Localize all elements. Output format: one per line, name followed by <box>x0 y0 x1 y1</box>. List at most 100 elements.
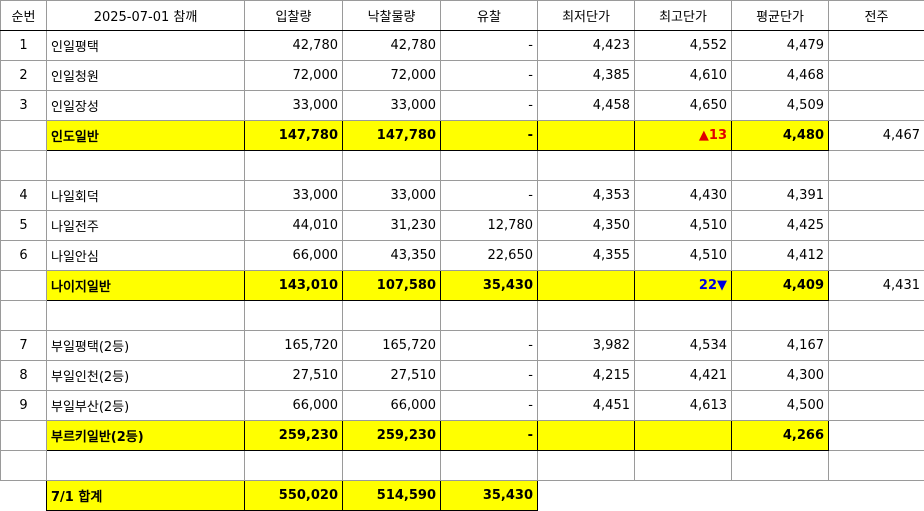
cell: 42,780 <box>342 30 441 61</box>
cell: - <box>440 90 538 121</box>
cell <box>1 481 47 511</box>
cell: 3 <box>0 90 47 121</box>
cell: 147,780 <box>342 120 441 151</box>
cell <box>634 150 732 181</box>
cell <box>440 450 538 481</box>
cell: 42,780 <box>244 30 343 61</box>
cell: 인도일반 <box>46 120 245 151</box>
cell: 44,010 <box>244 210 343 241</box>
cell <box>0 270 47 301</box>
cell <box>440 300 538 331</box>
cell <box>634 420 732 451</box>
cell: 나일전주 <box>46 210 245 241</box>
cell: 4,266 <box>731 420 829 451</box>
cell: 4,613 <box>634 390 732 421</box>
cell <box>244 450 343 481</box>
cell: 4,509 <box>731 90 829 121</box>
cell: 259,230 <box>244 420 343 451</box>
cell: 4,430 <box>634 180 732 211</box>
cell: 4,385 <box>537 60 635 91</box>
cell: 27,510 <box>244 360 343 391</box>
cell: 4,215 <box>537 360 635 391</box>
cell: 66,000 <box>244 390 343 421</box>
subtotal-row: 부르키일반(2등) 259,230 259,230-4,266 <box>0 420 924 451</box>
cell: 4,650 <box>634 90 732 121</box>
cell <box>0 450 47 481</box>
cell: 4,431 <box>828 270 924 301</box>
cell <box>342 450 441 481</box>
cell: 4,610 <box>634 60 732 91</box>
cell: 부르키일반(2등) <box>46 420 245 451</box>
cell: 8 <box>0 360 47 391</box>
cell <box>828 90 924 121</box>
cell: - <box>440 420 538 451</box>
cell: 1 <box>0 30 47 61</box>
header-cell: 평균단가 <box>731 0 829 31</box>
row: 4 나일회덕 33,000 33,000-4,353 4,430 4,391 <box>0 180 924 211</box>
cell: 550,020 <box>244 480 343 511</box>
row: 3 인일장성 33,000 33,000-4,458 4,650 4,509 <box>0 90 924 121</box>
cell: 4,355 <box>537 240 635 271</box>
cell: 4,479 <box>731 30 829 61</box>
cell: 33,000 <box>244 180 343 211</box>
cell: 나이지일반 <box>46 270 245 301</box>
cell: 부일부산(2등) <box>46 390 245 421</box>
cell: 72,000 <box>244 60 343 91</box>
cell: 165,720 <box>342 330 441 361</box>
row: 1 인일평택 42,780 42,780-4,423 4,552 4,479 <box>0 30 924 61</box>
cell: 나일안심 <box>46 240 245 271</box>
cell: 5 <box>0 210 47 241</box>
cell <box>828 30 924 61</box>
cell: 4,391 <box>731 180 829 211</box>
cell: 인일장성 <box>46 90 245 121</box>
cell: 107,580 <box>342 270 441 301</box>
cell: - <box>440 330 538 361</box>
cell: 4,534 <box>634 330 732 361</box>
total-row: 7/1 합계 550,020 514,590 35,430 <box>1 480 924 511</box>
row: 5 나일전주 44,010 31,230 12,780 4,350 4,510 4,425 <box>0 210 924 241</box>
cell <box>244 150 343 181</box>
cell: 4,467 <box>828 120 924 151</box>
cell: 6 <box>0 240 47 271</box>
cell: 4,425 <box>731 210 829 241</box>
subtotal-row: 인도일반 147,780 147,780- ▲13 4,480 4,467 <box>0 120 924 151</box>
cell: 3,982 <box>537 330 635 361</box>
cell <box>828 150 924 181</box>
cell: 66,000 <box>244 240 343 271</box>
cell: 부일평택(2등) <box>46 330 245 361</box>
cell <box>828 390 924 421</box>
cell: 33,000 <box>342 90 441 121</box>
row: 2 인일청원 72,000 72,000-4,385 4,610 4,468 <box>0 60 924 91</box>
cell: 12,780 <box>440 210 538 241</box>
row: 7 부일평택(2등) 165,720 165,720-3,982 4,534 4,167 <box>0 330 924 361</box>
cell <box>828 360 924 391</box>
cell <box>828 180 924 211</box>
cell <box>828 330 924 361</box>
spacer-row <box>0 300 924 331</box>
row: 6 나일안심 66,000 43,350 22,650 4,355 4,510 4,412 <box>0 240 924 271</box>
cell <box>731 300 829 331</box>
row: 9 부일부산(2등) 66,000 66,000-4,451 4,613 4,500 <box>0 390 924 421</box>
cell: 143,010 <box>244 270 343 301</box>
cell <box>537 450 635 481</box>
spacer-row <box>0 450 924 481</box>
header-cell: 최저단가 <box>537 0 635 31</box>
cell: 4,423 <box>537 30 635 61</box>
cell: 인일평택 <box>46 30 245 61</box>
cell <box>537 150 635 181</box>
cell <box>634 300 732 331</box>
row: 8 부일인천(2등) 27,510 27,510-4,215 4,421 4,300 <box>0 360 924 391</box>
cell: - <box>440 30 538 61</box>
cell: 4,350 <box>537 210 635 241</box>
cell: 43,350 <box>342 240 441 271</box>
cell <box>828 420 924 451</box>
cell: 259,230 <box>342 420 441 451</box>
cell <box>828 210 924 241</box>
cell <box>0 420 47 451</box>
cell: 22▼ <box>634 270 732 301</box>
cell: 4 <box>0 180 47 211</box>
cell <box>46 450 245 481</box>
cell: 4,409 <box>731 270 829 301</box>
cell: 4,510 <box>634 240 732 271</box>
